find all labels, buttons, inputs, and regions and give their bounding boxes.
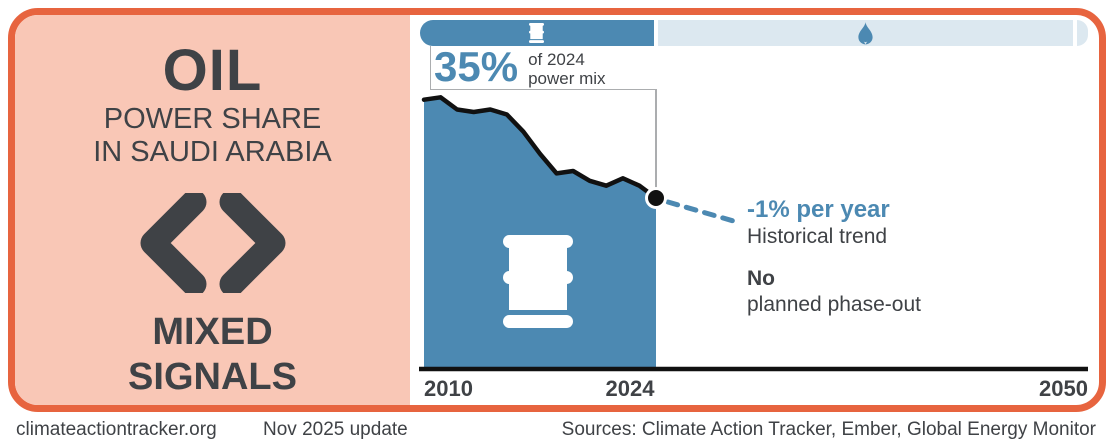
oil-barrel-icon-large <box>503 235 573 328</box>
power-mix-bar <box>420 20 1088 46</box>
trend-line <box>421 95 659 201</box>
fuel-subtitle-line2: IN SAUDI ARABIA <box>93 136 332 168</box>
bar-segment-other <box>657 20 1073 46</box>
callout-caption-line1: of 2024 <box>528 50 585 69</box>
fuel-subtitle-line1: POWER SHARE <box>103 103 322 135</box>
trend-value: -1% per year <box>747 196 890 223</box>
bar-segment-oil <box>420 20 654 46</box>
callout-connector-line <box>655 89 657 188</box>
footer-sources: Sources: Climate Action Tracker, Ember, … <box>561 419 1096 440</box>
fuel-subtitle: POWER SHARE IN SAUDI ARABIA <box>15 103 410 169</box>
verdict-line2: SIGNALS <box>128 356 297 398</box>
verdict-line1: MIXED <box>152 311 273 353</box>
fuel-title: OIL <box>162 38 263 103</box>
callout-value: 35% <box>434 43 519 90</box>
fuel-panel: OIL POWER SHARE IN SAUDI ARABIA MIXED SI… <box>15 15 410 405</box>
callout-frame <box>430 46 657 90</box>
callout: 35% of 2024 power mix <box>434 43 606 90</box>
x-tick-2010: 2010 <box>424 376 473 401</box>
data-point-2024 <box>645 187 667 209</box>
footer-site: climateactiontracker.org <box>16 419 217 440</box>
footer-update: Nov 2025 update <box>263 419 408 440</box>
trend-label: Historical trend <box>747 225 888 248</box>
callout-caption: of 2024 power mix <box>528 46 605 88</box>
bar-end-cap <box>1077 20 1088 46</box>
phaseout-bold: No <box>747 267 775 290</box>
phaseout-annotation: No planned phase-out <box>747 266 921 318</box>
area-fill <box>424 97 656 370</box>
callout-caption-line2: power mix <box>528 69 606 88</box>
card: OIL POWER SHARE IN SAUDI ARABIA MIXED SI… <box>8 8 1106 412</box>
gas-flame-icon <box>858 21 873 44</box>
area-chart <box>419 95 1088 372</box>
angle-brackets-icon <box>140 193 286 293</box>
x-tick-2024: 2024 <box>605 376 655 401</box>
phaseout-rest: planned phase-out <box>747 293 921 316</box>
projection-line <box>665 199 742 226</box>
oil-barrel-icon <box>529 23 545 43</box>
verdict: MIXED SIGNALS <box>15 310 410 400</box>
x-tick-2050: 2050 <box>1039 376 1088 401</box>
